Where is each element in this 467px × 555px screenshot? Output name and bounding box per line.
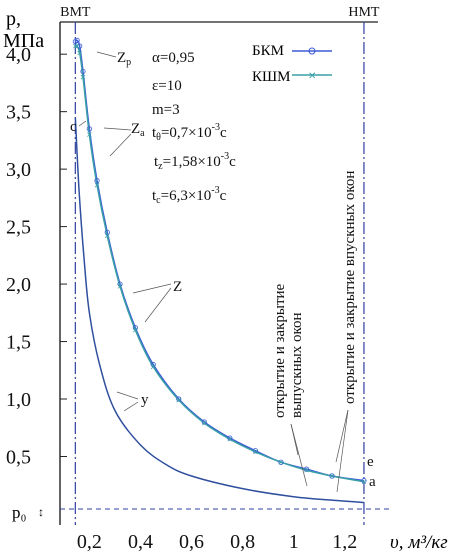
series-point-кшм-17 (361, 479, 367, 485)
exhaust-port-label: открытие и закрытие выпускных окон (272, 280, 305, 418)
series-point-кшм-1 (74, 43, 80, 49)
series-point-бкм-10 (176, 396, 182, 402)
param-t-c: tc=6,3×10-3c (152, 185, 227, 206)
series-point-бкм-1 (74, 37, 80, 43)
legend-marker-bkm (308, 47, 316, 55)
leader-c (78, 120, 87, 127)
series-point-бкм-14 (278, 459, 284, 465)
x-tick-label-0-6: 0,6 (179, 531, 204, 553)
series-point-кшм-0 (73, 43, 78, 49)
y-tick-label-0-5: 0,5 (6, 446, 31, 468)
label-c: c (70, 119, 77, 135)
x-tick-label-0-2: 0,2 (77, 531, 102, 553)
label-z: Z (173, 279, 182, 295)
x-axis-label: υ, м³/кг (390, 532, 448, 553)
p0-label: p₀ (12, 503, 27, 522)
x-tick-label-0-4: 0,4 (128, 531, 153, 553)
leader-zp (96, 51, 117, 58)
series-point-кшм-11 (202, 420, 207, 426)
series-point-кшм-16 (329, 473, 335, 479)
series-point-кшм-4 (87, 132, 92, 137)
y-axis-label-line2: МПа (3, 30, 44, 52)
label-zp: Zp (117, 50, 131, 68)
param-alpha: α=0,95 (152, 50, 195, 66)
series-line-compression (74, 117, 365, 504)
label-y: y (141, 392, 149, 408)
series-point-кшм-5 (94, 182, 100, 188)
series-point-бкм-4 (86, 126, 92, 132)
series-point-бкм-5 (94, 178, 100, 184)
legend-label-kshm: КШМ (252, 69, 290, 85)
vline-label-вмт: ВМТ (60, 5, 91, 20)
series-point-кшм-2 (77, 50, 82, 56)
leader-z-2 (144, 287, 172, 323)
label-za: Za (131, 121, 145, 139)
vline-label-нмт: НМТ (348, 5, 380, 20)
series-point-кшм-14 (278, 459, 284, 465)
p0-arrow: ↕ (38, 505, 44, 519)
legend: БКМ КШМ ✕ (252, 43, 332, 85)
y-tick-label-3-0: 3,0 (6, 159, 31, 181)
y-tick-label-1-0: 1,0 (6, 389, 31, 411)
series-point-бкм-16 (329, 473, 335, 479)
leader-za-1 (103, 127, 132, 131)
intake-port-label: открытие и закрытие впускных окон (342, 171, 358, 404)
series-point-кшм-10 (176, 397, 182, 403)
series-point-кшм-9 (150, 364, 156, 370)
y-tick-label-3-5: 3,5 (6, 102, 31, 124)
y-tick-label-1-5: 1,5 (6, 332, 31, 354)
series-point-кшм-7 (117, 284, 123, 289)
leader-z-1 (132, 283, 172, 294)
x-tick-label-0-8: 0,8 (230, 531, 255, 553)
series-point-кшм-6 (104, 233, 110, 239)
series-point-кшм-12 (227, 436, 233, 442)
leader-za-2 (109, 133, 132, 157)
intake-leader-2 (336, 409, 349, 493)
x-tick-label-1: 1 (289, 531, 299, 553)
y-tick-label-2-0: 2,0 (6, 274, 31, 296)
param-t-z: tz=1,58×10-3c (154, 151, 236, 172)
leader-y-2 (123, 401, 139, 412)
legend-marker-kshm: ✕ (308, 71, 316, 82)
label-e: e (367, 454, 374, 470)
series-point-бкм-11 (201, 419, 207, 425)
y-tick-label-2-5: 2,5 (6, 217, 31, 239)
legend-label-bkm: БКМ (252, 43, 284, 59)
intake-leader-1 (335, 409, 349, 463)
series-line-бкм (74, 39, 365, 482)
series-point-кшм-3 (80, 74, 86, 80)
series-point-бкм-13 (252, 448, 258, 454)
leader-y-1 (116, 391, 139, 400)
param-m: m=3 (152, 102, 180, 118)
series-point-кшм-13 (253, 449, 258, 455)
series-point-бкм-15 (303, 466, 310, 472)
series-point-бкм-12 (227, 435, 233, 441)
y-axis-label-line1: p, (6, 8, 21, 30)
y-tick-label-4-0: 4,0 (6, 44, 31, 66)
param-t-theta: tθ=0,7×10-3c (152, 122, 227, 143)
series-point-кшм-15 (304, 467, 309, 473)
series-point-бкм-17 (361, 478, 367, 484)
x-tick-label-1-2: 1,2 (332, 531, 357, 553)
label-a: a (369, 474, 376, 490)
exhaust-leader-2 (290, 423, 308, 487)
series-point-бкм-6 (104, 229, 110, 235)
series-point-бкм-3 (80, 68, 86, 75)
series-point-кшм-8 (133, 327, 138, 333)
param-eps: ε=10 (152, 78, 182, 94)
